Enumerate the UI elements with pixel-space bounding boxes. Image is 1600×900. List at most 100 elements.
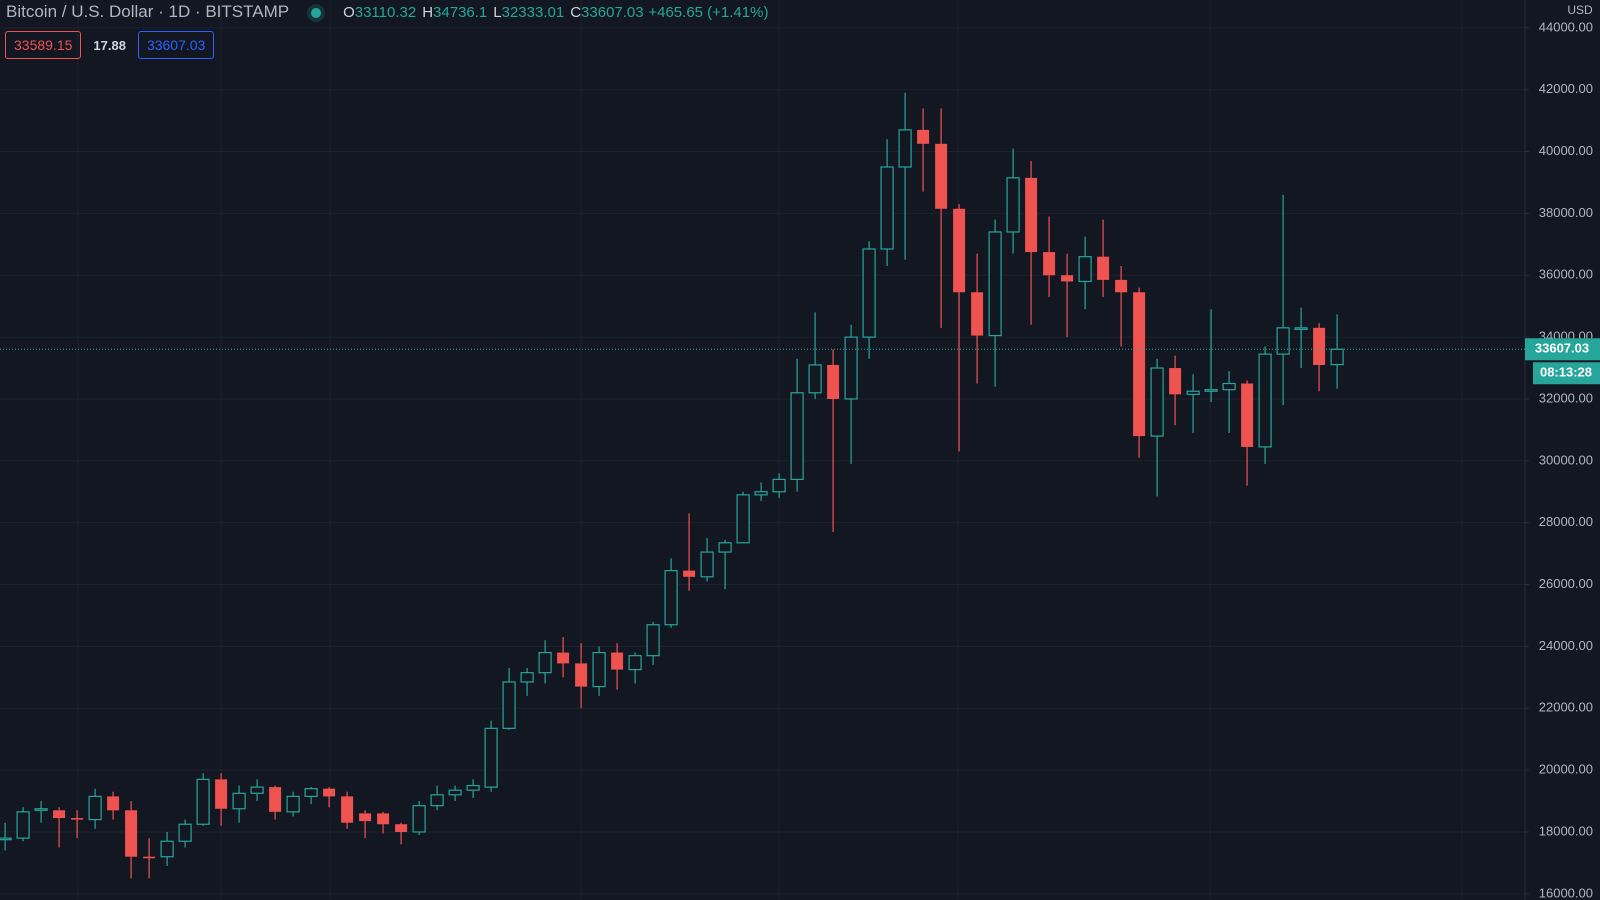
candle-body [1276,327,1290,355]
buy-button[interactable]: 33607.03 [137,31,215,59]
y-tick-label: 16000.00 [1539,885,1593,900]
candle-body [575,663,588,687]
candle-body [700,551,714,578]
candle-body [0,837,12,841]
candle-body [646,624,660,657]
candle-body [718,542,732,553]
candle-body [1078,256,1092,283]
candle-body [323,788,336,797]
candle-body [1025,177,1038,253]
candle-body [304,788,318,797]
candle-body [953,208,966,293]
y-tick-label: 36000.00 [1539,267,1593,282]
candle-body [502,681,516,729]
candle-body [1169,368,1182,395]
candle-body [592,651,606,688]
candle-body [844,336,858,400]
candle-body [683,570,696,577]
market-status [311,7,322,18]
ohlc-label: O [343,4,355,21]
candle-body [250,786,264,794]
countdown-label: 08:13:28 [1540,365,1592,380]
sell-button[interactable]: 33589.15 [5,31,82,59]
candle-body [232,792,246,810]
candle-body [1330,348,1344,366]
candle-body [160,840,174,858]
candle-body [935,143,948,209]
candle-body [862,248,876,338]
candle-body [430,794,444,807]
candle-body [196,778,210,825]
candle-body [269,787,282,812]
candle-body [178,823,192,842]
candle-body [143,856,156,859]
candle-body [34,808,48,811]
candle-body [377,813,390,825]
y-tick-label: 26000.00 [1539,576,1593,591]
y-tick-label: 22000.00 [1539,700,1593,715]
trade-buttons: 33589.15 17.88 33607.03 [5,31,215,59]
candle-body [1186,390,1200,395]
ohlc-value: 32333.01 [501,4,565,21]
candle-body [16,811,30,839]
candle-body [53,810,66,819]
candle-body [1222,382,1236,391]
candle-body [880,166,894,250]
candle-body [215,779,228,809]
candle-body [520,672,534,683]
candle-body [736,494,750,544]
price-tag [1525,338,1600,361]
y-tick-label: 30000.00 [1539,452,1593,467]
candle-body [286,795,300,813]
candle-body [790,392,804,480]
ohlc-label: L [493,4,502,21]
y-tick-label: 38000.00 [1539,205,1593,220]
candle-body [125,810,138,857]
candle-body [808,364,822,394]
ohlc-label: C [570,4,582,21]
candle-body [988,231,1002,337]
y-tick-label: 42000.00 [1539,81,1593,96]
candle-body [107,796,120,811]
currency-label: USD [1567,3,1593,17]
y-tick-label: 40000.00 [1539,143,1593,158]
candle-body [71,818,84,820]
y-tick-label: 32000.00 [1539,390,1593,405]
candle-body [664,570,678,626]
y-tick-label: 24000.00 [1539,638,1593,653]
price-tag-label: 33607.03 [1535,341,1589,356]
candle-body [754,491,768,496]
candle-body [395,824,408,832]
candle-body [1258,353,1272,448]
candle-body [1006,177,1020,233]
ohlc-value: 33607.03 [581,4,644,21]
ohlc-value: 33110.32 [354,4,417,21]
candle-body [412,805,426,833]
candle-body [466,784,480,791]
candle-body [1115,279,1128,293]
candle-body [1061,275,1074,282]
candle-body [1097,256,1110,280]
candle-body [917,129,930,144]
candle-body [557,652,570,664]
candle-body [628,655,642,671]
candle-body [448,789,462,796]
candle-body [1294,327,1308,330]
spread: 17.88 [93,37,126,53]
countdown-tag [1533,362,1600,385]
candle-body [1133,292,1146,437]
candle-body [88,795,102,821]
candle-body [1204,389,1218,392]
candle-body [827,364,840,399]
candle-body [538,651,552,674]
symbol-title: Bitcoin / U.S. Dollar · 1D · BITSTAMP [6,2,290,21]
ohlc-label: H [422,4,434,21]
candle-body [359,813,372,822]
candle-body [484,727,498,788]
candle-body [971,292,984,336]
time-grid [0,0,1525,900]
ohlc-value: 34736.1 [433,4,488,21]
candle-body [772,478,786,493]
